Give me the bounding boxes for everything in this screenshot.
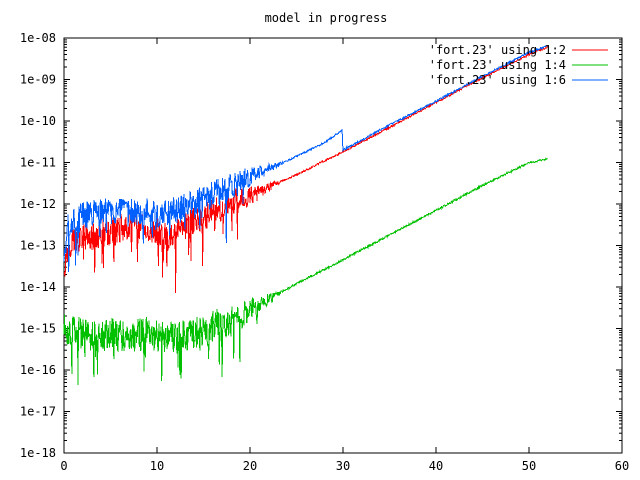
y-tick-label: 1e-14 xyxy=(20,280,56,294)
y-tick-label: 1e-11 xyxy=(20,156,56,170)
x-tick-label: 0 xyxy=(60,459,67,473)
x-tick-label: 30 xyxy=(336,459,350,473)
chart-title: model in progress xyxy=(265,11,388,25)
legend: 'fort.23' using 1:2'fort.23' using 1:4'f… xyxy=(429,43,608,87)
y-tick-label: 1e-18 xyxy=(20,446,56,460)
y-axis: 1e-18 1e-17 1e-16 1e-15 1e-14 1e-13 1e-12 1e-11… xyxy=(20,31,622,460)
plot-frame xyxy=(63,37,623,454)
y-tick-label: 1e-15 xyxy=(20,322,56,336)
y-tick-label: 1e-10 xyxy=(20,114,56,128)
y-tick-label: 1e-17 xyxy=(20,405,56,419)
x-axis: 0 10 20 30 40 50 60 xyxy=(60,38,629,473)
x-tick-label: 40 xyxy=(429,459,443,473)
plot-area xyxy=(63,44,548,385)
series-line-1 xyxy=(63,45,548,293)
series-line-3 xyxy=(63,44,548,273)
legend-label: 'fort.23' using 1:2 xyxy=(429,43,566,57)
x-tick-label: 20 xyxy=(243,459,257,473)
y-tick-label: 1e-09 xyxy=(20,73,56,87)
y-tick-label: 1e-08 xyxy=(20,31,56,45)
legend-label: 'fort.23' using 1:6 xyxy=(429,73,566,87)
series-line-2 xyxy=(63,157,548,385)
x-tick-label: 60 xyxy=(615,459,629,473)
y-tick-label: 1e-16 xyxy=(20,363,56,377)
x-tick-label: 50 xyxy=(522,459,536,473)
x-tick-label: 10 xyxy=(150,459,164,473)
legend-label: 'fort.23' using 1:4 xyxy=(429,58,566,72)
y-tick-label: 1e-12 xyxy=(20,197,56,211)
y-tick-label: 1e-13 xyxy=(20,239,56,253)
